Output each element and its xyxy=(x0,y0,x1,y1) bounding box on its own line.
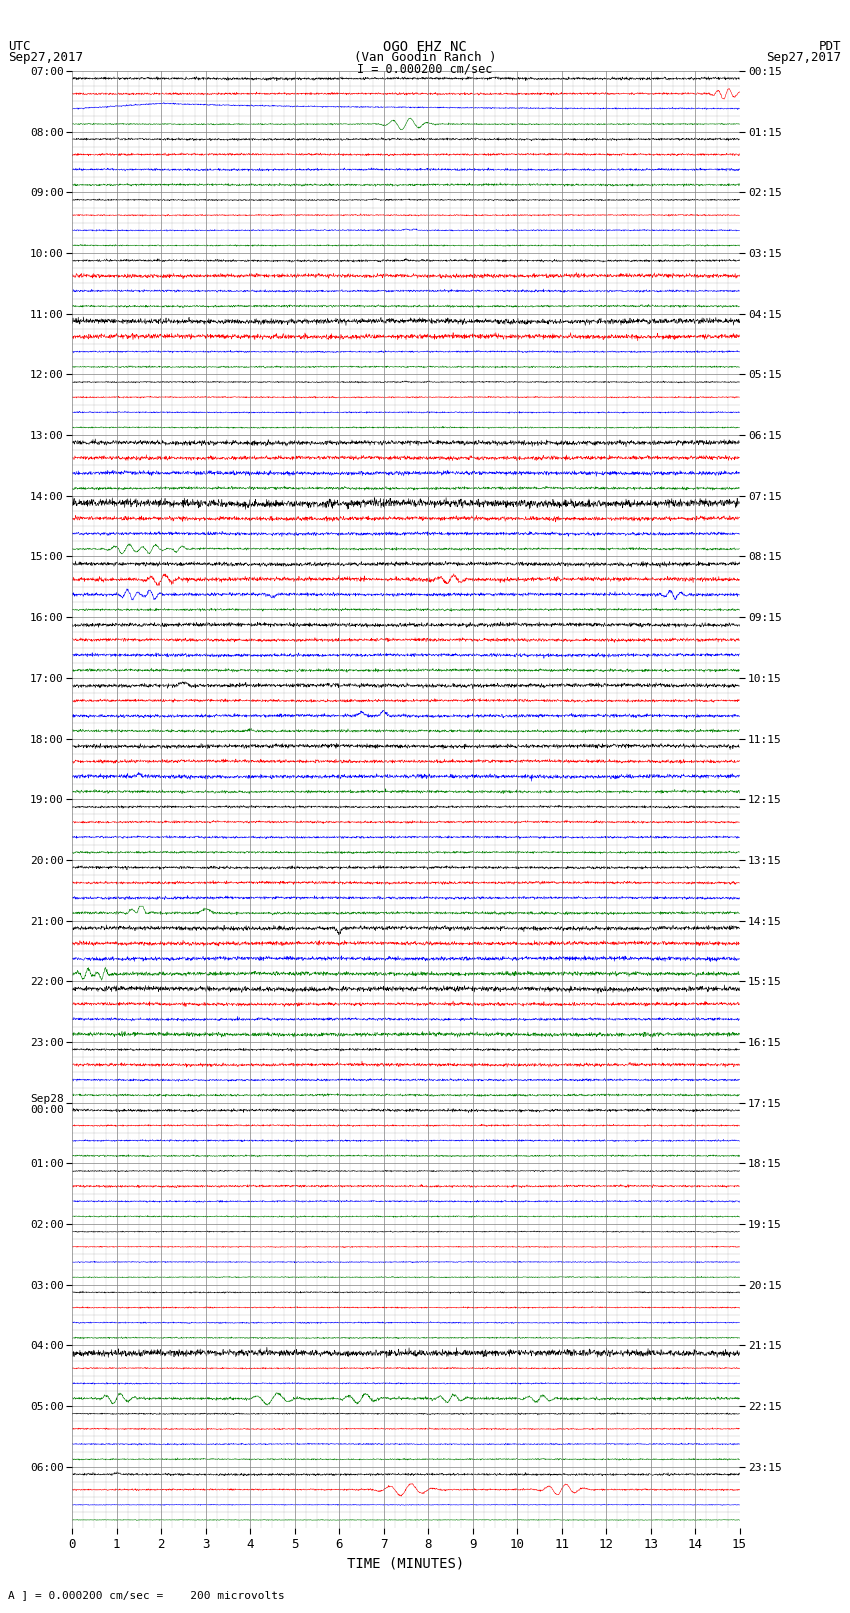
Text: UTC: UTC xyxy=(8,39,31,53)
Text: PDT: PDT xyxy=(819,39,842,53)
Text: Sep27,2017: Sep27,2017 xyxy=(767,50,842,65)
Text: I = 0.000200 cm/sec: I = 0.000200 cm/sec xyxy=(357,63,493,76)
X-axis label: TIME (MINUTES): TIME (MINUTES) xyxy=(348,1557,464,1571)
Text: A ] = 0.000200 cm/sec =    200 microvolts: A ] = 0.000200 cm/sec = 200 microvolts xyxy=(8,1590,286,1600)
Text: (Van Goodin Ranch ): (Van Goodin Ranch ) xyxy=(354,50,496,65)
Text: Sep27,2017: Sep27,2017 xyxy=(8,50,83,65)
Text: OGO EHZ NC: OGO EHZ NC xyxy=(383,39,467,53)
